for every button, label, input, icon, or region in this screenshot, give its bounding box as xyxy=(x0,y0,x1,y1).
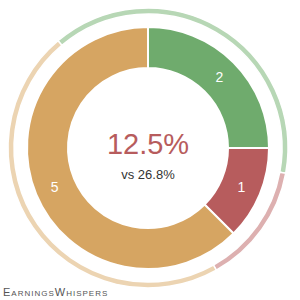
slice xyxy=(58,8,288,173)
center-label: 12.5% xyxy=(107,128,189,160)
chart: 2 1 5 12.5% vs 26.8% EarningsWhispers xyxy=(0,0,300,300)
slice xyxy=(27,27,234,269)
data-label: 1 xyxy=(237,179,245,195)
data-label: 5 xyxy=(51,179,59,195)
data-label: 2 xyxy=(216,69,224,85)
footer: EarningsWhispers xyxy=(3,286,108,298)
slice xyxy=(8,41,216,288)
ring xyxy=(8,8,288,288)
slice xyxy=(213,172,285,270)
ring xyxy=(27,27,269,269)
center-sublabel: vs 26.8% xyxy=(121,167,175,182)
